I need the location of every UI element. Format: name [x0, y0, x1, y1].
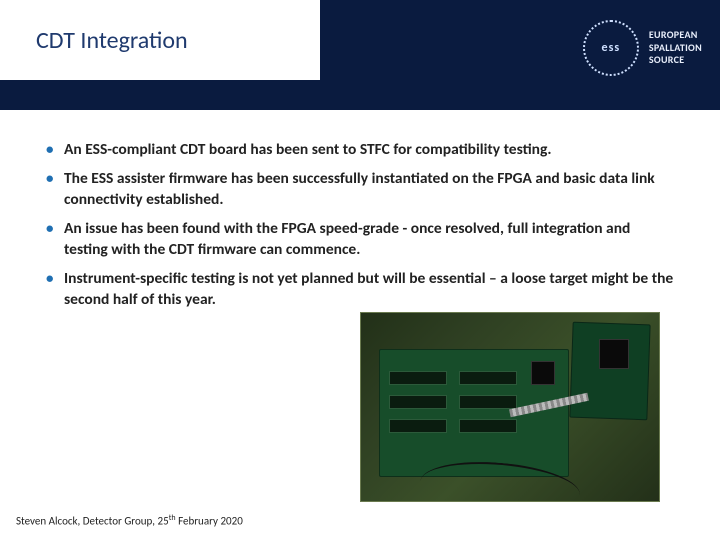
connector-icon [389, 395, 447, 409]
header-band: CDT Integration ess EUROPEAN SPALLATION … [0, 0, 720, 110]
logo-line-1: EUROPEAN [649, 29, 702, 42]
footer-day: 25 [158, 515, 169, 528]
list-item: Instrument-specific testing is not yet p… [44, 269, 676, 311]
footer-author: Steven Alcock, Detector Group, [16, 515, 158, 528]
connector-icon [459, 419, 517, 433]
list-item: An ESS-compliant CDT board has been sent… [44, 140, 676, 161]
title-tab: CDT Integration [0, 0, 320, 80]
footer-attribution: Steven Alcock, Detector Group, 25th Febr… [16, 513, 243, 528]
logo-line-3: SOURCE [649, 54, 702, 67]
chip-icon [599, 339, 629, 369]
slide: CDT Integration ess EUROPEAN SPALLATION … [0, 0, 720, 540]
list-item: An issue has been found with the FPGA sp… [44, 219, 676, 261]
ess-logo-mark-icon: ess [583, 20, 639, 76]
connector-icon [389, 419, 447, 433]
page-title: CDT Integration [36, 26, 188, 55]
connector-icon [389, 371, 447, 385]
content-area: An ESS-compliant CDT board has been sent… [44, 140, 676, 318]
ess-logo: ess EUROPEAN SPALLATION SOURCE [583, 18, 702, 78]
bullet-list: An ESS-compliant CDT board has been sent… [44, 140, 676, 310]
footer-rest: February 2020 [176, 515, 243, 528]
pcb-daughter-icon [569, 322, 650, 421]
board-photo [360, 312, 660, 502]
list-item: The ESS assister firmware has been succe… [44, 169, 676, 211]
footer-ordinal: th [169, 513, 176, 523]
chip-icon [531, 361, 555, 385]
connector-icon [459, 395, 517, 409]
ess-logo-text: EUROPEAN SPALLATION SOURCE [649, 29, 702, 67]
connector-icon [459, 371, 517, 385]
